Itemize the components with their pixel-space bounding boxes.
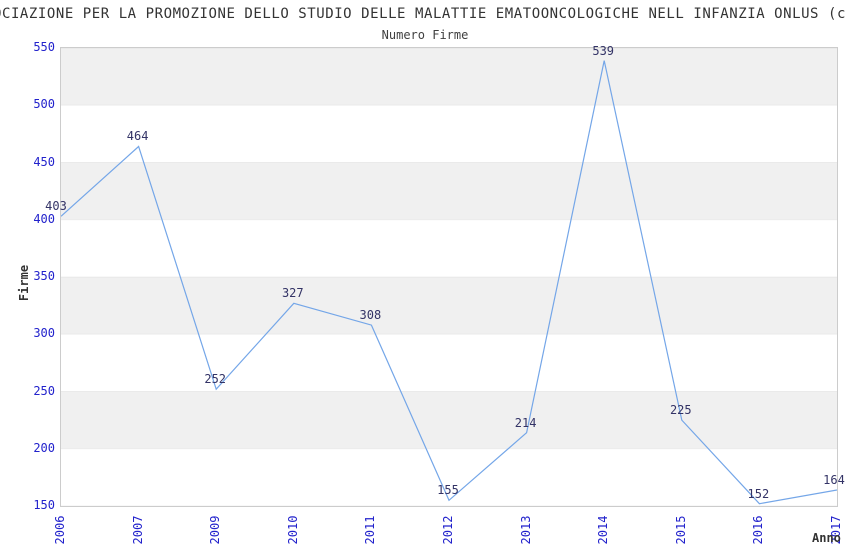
plot-band — [61, 219, 837, 277]
x-tick-label: 2011 — [363, 515, 378, 545]
y-tick-label: 150 — [33, 498, 55, 512]
plot-band — [61, 105, 837, 163]
data-label: 403 — [45, 199, 67, 214]
data-label: 252 — [204, 372, 227, 387]
plot-band — [61, 277, 837, 335]
y-tick-label: 550 — [33, 40, 55, 54]
x-tick-label: 2006 — [53, 515, 67, 545]
y-tick-label: 250 — [33, 383, 55, 398]
x-tick-label: 2007 — [130, 515, 145, 545]
x-tick-label: 2009 — [208, 515, 223, 545]
plot-band — [61, 334, 837, 392]
data-label: 155 — [437, 483, 459, 498]
plot-band — [61, 48, 837, 106]
x-tick-label: 2014 — [596, 515, 611, 545]
plot-band — [61, 162, 837, 220]
data-label: 464 — [126, 129, 149, 144]
x-tick-label: 2016 — [751, 515, 766, 545]
y-tick-label: 350 — [33, 269, 55, 283]
y-tick-label: 400 — [33, 211, 55, 226]
data-label: 539 — [592, 43, 615, 58]
y-tick-label: 200 — [33, 440, 55, 455]
chart-subtitle: Numero Firme — [381, 28, 469, 42]
x-axis-title: Anno — [812, 531, 841, 545]
data-line — [61, 60, 837, 505]
data-label: 164 — [823, 472, 845, 487]
x-tick-label: 2015 — [673, 515, 688, 545]
plot-area — [60, 47, 838, 507]
data-label: 225 — [669, 403, 692, 418]
y-tick-label: 500 — [33, 97, 55, 112]
line-chart-canvas — [61, 48, 837, 506]
plot-band — [61, 448, 837, 506]
plot-band — [61, 391, 837, 449]
y-tick-label: 450 — [33, 154, 55, 169]
x-tick-label: 2012 — [441, 515, 455, 545]
x-tick-label: 2013 — [518, 515, 533, 545]
chart-title: OCIAZIONE PER LA PROMOZIONE DELLO STUDIO… — [0, 6, 846, 22]
data-label: 152 — [747, 486, 770, 501]
data-label: 214 — [514, 415, 537, 430]
y-tick-label: 300 — [33, 326, 55, 341]
data-label: 308 — [359, 308, 382, 323]
y-axis-title: Firme — [17, 264, 31, 302]
x-tick-label: 2010 — [285, 515, 300, 545]
data-label: 327 — [281, 286, 304, 301]
